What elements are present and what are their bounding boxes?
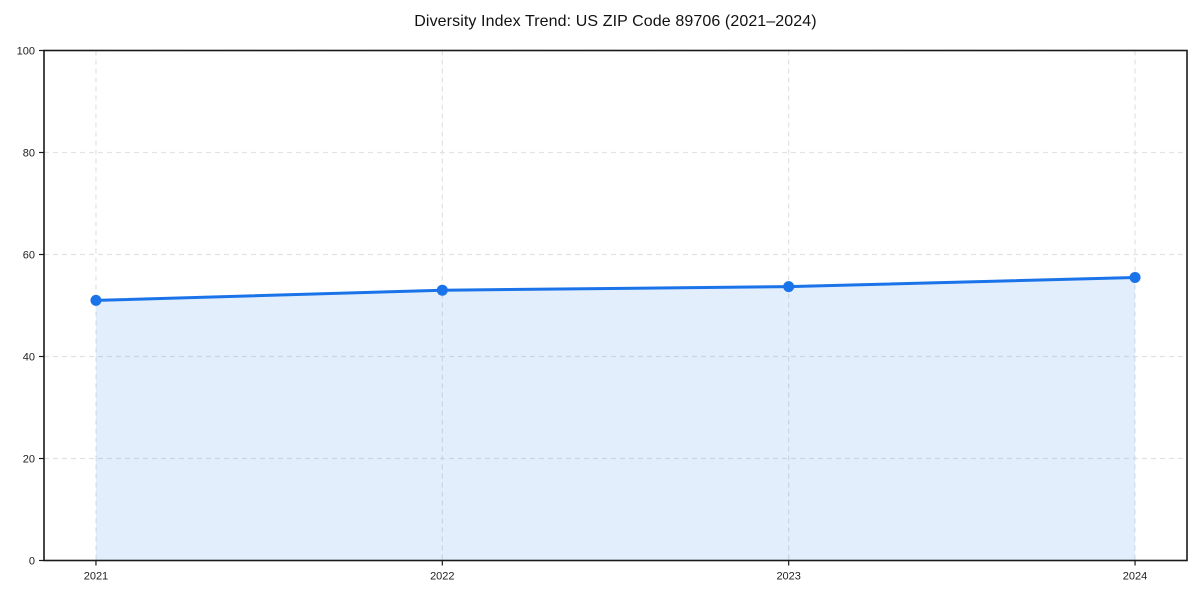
data-point-2021 — [90, 294, 102, 306]
data-point-2022 — [436, 284, 448, 296]
data-point-2024 — [1129, 271, 1141, 283]
y-tick-label-40: 40 — [23, 352, 35, 364]
y-tick-label-100: 100 — [17, 46, 35, 58]
x-tick-label-2021: 2021 — [84, 571, 108, 583]
x-tick-label-2023: 2023 — [776, 571, 800, 583]
x-tick-label-2022: 2022 — [430, 571, 454, 583]
trend-line — [94, 275, 1137, 302]
chart-title: Diversity Index Trend: US ZIP Code 89706… — [414, 13, 817, 30]
y-tick-label-60: 60 — [23, 250, 35, 262]
y-tick-label-20: 20 — [23, 454, 35, 466]
y-tick-label-80: 80 — [23, 148, 35, 160]
data-point-2023 — [783, 281, 795, 293]
plot-border — [43, 49, 1188, 562]
x-tick-label-2024: 2024 — [1123, 571, 1147, 583]
area-fill — [95, 277, 1136, 561]
y-tick-label-0: 0 — [29, 556, 35, 568]
